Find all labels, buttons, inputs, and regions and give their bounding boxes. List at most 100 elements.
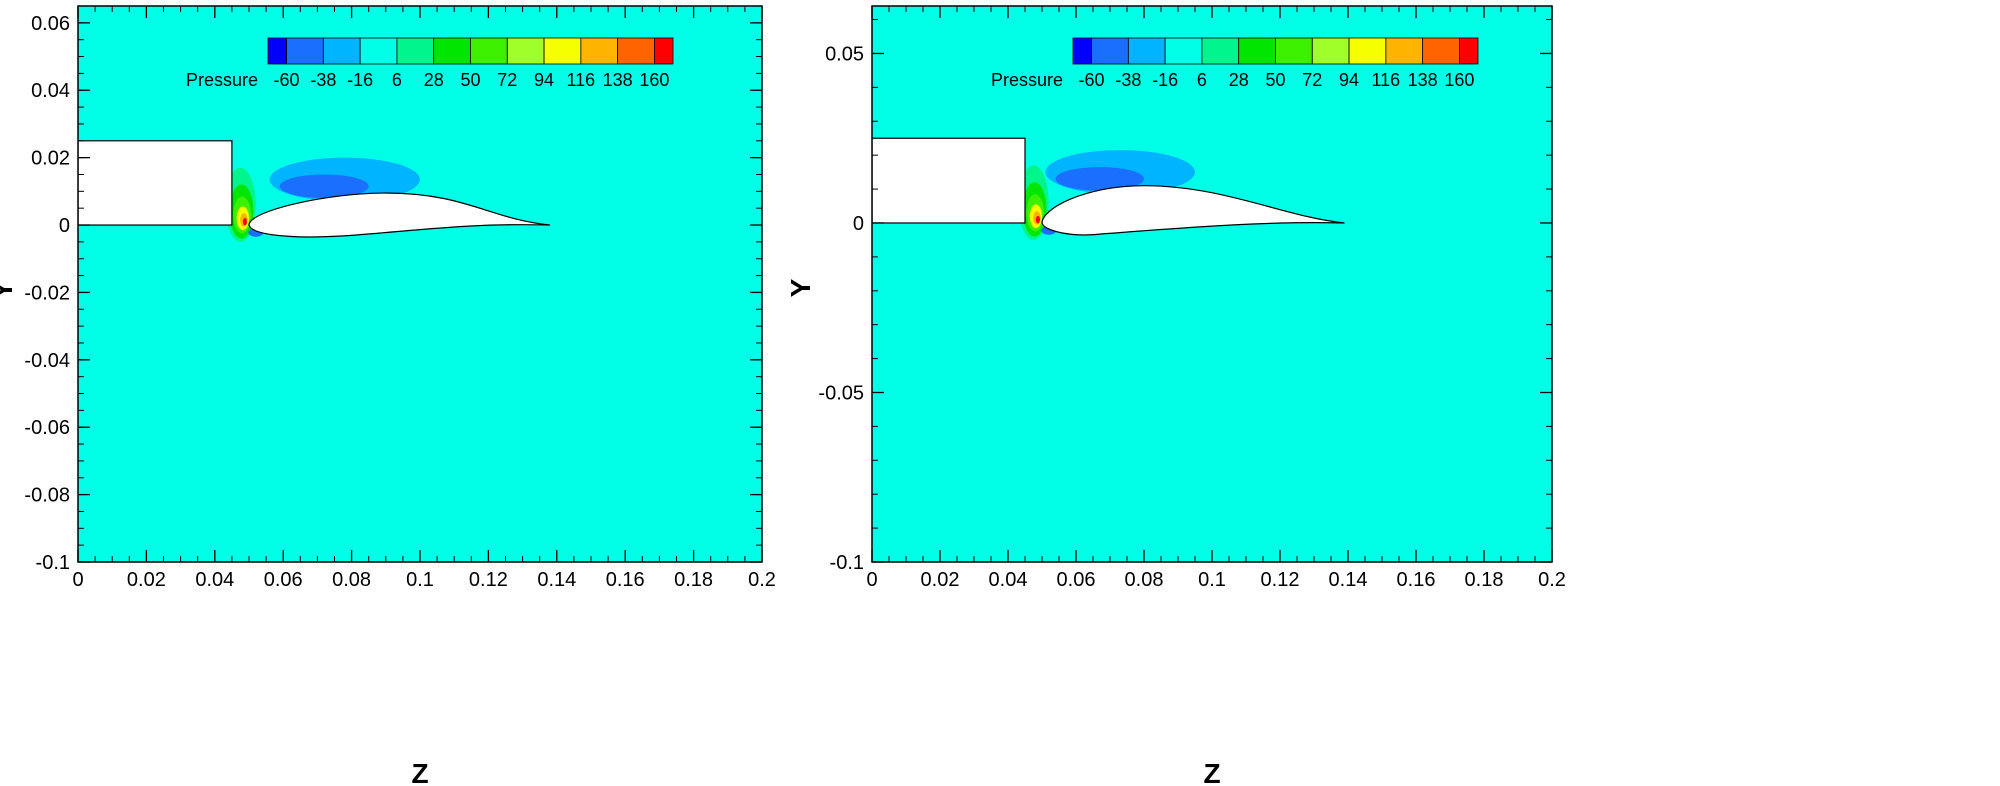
colorbar-label: 94 bbox=[1339, 70, 1359, 90]
colorbar-label: -16 bbox=[1152, 70, 1178, 90]
colorbar-label: 94 bbox=[534, 70, 554, 90]
y-tick-label: -0.04 bbox=[24, 350, 70, 372]
contour-field bbox=[872, 137, 1345, 240]
colorbar-swatch bbox=[1348, 37, 1387, 65]
colorbar-swatch bbox=[1127, 37, 1166, 65]
colorbar-label: 50 bbox=[460, 70, 480, 90]
colorbar-swatch bbox=[1275, 37, 1313, 65]
chart-panel-1: 0 0.02 0.04 0.06 0.08 0.1 0.12 0.14 0.16 0.18 0.2 Z… bbox=[0, 5, 776, 786]
colorbar-label: 138 bbox=[1408, 70, 1438, 90]
x-tick-label: 0.12 bbox=[1261, 569, 1300, 591]
colorbar-label: 72 bbox=[1302, 70, 1322, 90]
x-tick-label: 0.02 bbox=[921, 569, 960, 591]
colorbar-title: Pressure bbox=[186, 70, 258, 90]
contour-field bbox=[78, 140, 551, 242]
x-axis: 0 0.02 0.04 0.06 0.08 0.1 0.12 0.14 0.16 0.18 0.2 Z bbox=[72, 6, 776, 786]
colorbar-swatch bbox=[396, 37, 435, 65]
colorbar-swatch bbox=[1311, 37, 1350, 65]
x-tick-label: 0.04 bbox=[989, 569, 1028, 591]
x-tick-label: 0.18 bbox=[1465, 569, 1504, 591]
colorbar-swatch bbox=[1201, 37, 1240, 65]
colorbar-label: 116 bbox=[1372, 70, 1401, 90]
pressure-contour-region-2 bbox=[279, 174, 369, 199]
colorbar-swatch bbox=[470, 37, 508, 65]
colorbar-label: 138 bbox=[603, 70, 633, 90]
colorbar: Pressure -60 -38 -16 6 28 50 72 94 116 138 160 bbox=[186, 37, 674, 90]
x-tick-label: 0.18 bbox=[674, 569, 713, 591]
x-tick-label: 0.02 bbox=[127, 569, 166, 591]
colorbar-swatch bbox=[617, 37, 655, 65]
y-tick-label: -0.02 bbox=[24, 282, 70, 304]
contour-background bbox=[872, 6, 1552, 562]
y-tick-label: -0.05 bbox=[818, 382, 864, 404]
colorbar-label: 28 bbox=[424, 70, 444, 90]
airfoil bbox=[1041, 185, 1345, 236]
x-tick-label: 0.06 bbox=[264, 569, 303, 591]
x-tick-label: 0.2 bbox=[1538, 569, 1566, 591]
x-tick-label: 0.16 bbox=[606, 569, 645, 591]
colorbar-swatch bbox=[1238, 37, 1276, 65]
x-tick-label: 0.1 bbox=[1198, 569, 1226, 591]
x-tick-label: 0.14 bbox=[537, 569, 576, 591]
x-tick-label: 0.12 bbox=[469, 569, 508, 591]
y-tick-label: -0.1 bbox=[36, 552, 70, 574]
colorbar-swatch bbox=[506, 37, 545, 65]
upstream-block bbox=[872, 137, 1026, 224]
colorbar-swatch bbox=[543, 37, 582, 65]
colorbar-label: 6 bbox=[1197, 70, 1207, 90]
y-axis-label: Y bbox=[0, 280, 18, 299]
x-tick-label: 0.08 bbox=[1125, 569, 1164, 591]
pressure-contour-region-8 bbox=[242, 217, 247, 226]
colorbar-swatch bbox=[359, 37, 398, 65]
pressure-contour-region-8 bbox=[1035, 215, 1040, 224]
colorbar-swatch bbox=[433, 37, 471, 65]
colorbar-swatch bbox=[1385, 37, 1424, 65]
chart-panel-2: 0 0.02 0.04 0.06 0.08 0.1 0.12 0.14 0.16 0.18 0.2 Z… bbox=[785, 5, 1566, 786]
colorbar-swatch bbox=[580, 37, 619, 65]
colorbar: Pressure -60 -38 -16 6 28 50 72 94 116 138 160 bbox=[991, 37, 1479, 90]
y-axis: 0.05 0 -0.05 -0.1 Y bbox=[785, 19, 1552, 574]
colorbar-label: -60 bbox=[1079, 70, 1105, 90]
airfoil bbox=[248, 192, 551, 238]
colorbar-swatch bbox=[267, 37, 287, 65]
colorbar-label: 50 bbox=[1265, 70, 1285, 90]
x-tick-label: 0.1 bbox=[406, 569, 434, 591]
y-tick-label: 0.02 bbox=[31, 148, 70, 170]
y-tick-label: 0.06 bbox=[31, 13, 70, 35]
y-tick-label: 0.05 bbox=[825, 43, 864, 65]
pressure-contour-region-2 bbox=[1055, 167, 1145, 191]
colorbar-label: 160 bbox=[639, 70, 669, 90]
x-tick-label: 0.2 bbox=[748, 569, 776, 591]
colorbar-label: 116 bbox=[567, 70, 596, 90]
colorbar-swatch bbox=[1422, 37, 1460, 65]
colorbar-swatch bbox=[1091, 37, 1129, 65]
y-tick-label: 0.04 bbox=[31, 80, 70, 102]
y-tick-label: -0.1 bbox=[830, 552, 864, 574]
colorbar-swatch bbox=[654, 37, 674, 65]
colorbar-title: Pressure bbox=[991, 70, 1063, 90]
upstream-block bbox=[78, 140, 233, 226]
y-axis-label: Y bbox=[785, 278, 816, 297]
colorbar-swatch bbox=[1072, 37, 1092, 65]
y-tick-label: 0 bbox=[59, 215, 70, 237]
colorbar-label: -38 bbox=[310, 70, 336, 90]
colorbar-label: -16 bbox=[347, 70, 373, 90]
x-tick-label: 0.16 bbox=[1397, 569, 1436, 591]
colorbar-label: 72 bbox=[497, 70, 517, 90]
x-tick-label: 0.04 bbox=[195, 569, 234, 591]
colorbar-swatch bbox=[1459, 37, 1479, 65]
x-axis-label: Z bbox=[1203, 758, 1220, 786]
colorbar-label: 160 bbox=[1444, 70, 1474, 90]
colorbar-swatch bbox=[322, 37, 361, 65]
y-tick-label: -0.06 bbox=[24, 417, 70, 439]
colorbar-label: -38 bbox=[1115, 70, 1141, 90]
x-axis-label: Z bbox=[411, 758, 428, 786]
contour-background bbox=[78, 6, 762, 562]
y-tick-label: -0.08 bbox=[24, 485, 70, 507]
colorbar-label: 6 bbox=[392, 70, 402, 90]
x-tick-label: 0 bbox=[866, 569, 877, 591]
x-tick-label: 0 bbox=[72, 569, 83, 591]
colorbar-swatch bbox=[286, 37, 324, 65]
colorbar-label: 28 bbox=[1229, 70, 1249, 90]
